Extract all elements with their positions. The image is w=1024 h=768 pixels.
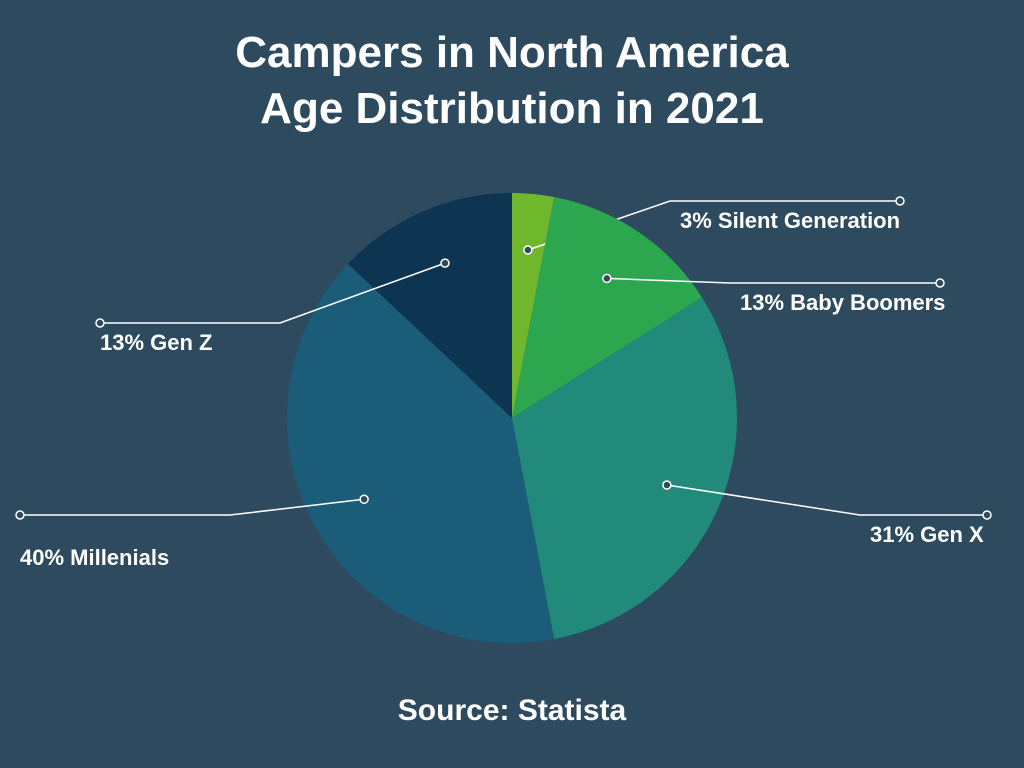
slice-label: 31% Gen X — [870, 522, 984, 548]
leader-dot — [441, 259, 449, 267]
leader-dot — [16, 511, 24, 519]
leader-dot — [936, 279, 944, 287]
slice-label: 13% Baby Boomers — [740, 290, 945, 316]
slice-label: 13% Gen Z — [100, 330, 212, 356]
slice-label: 3% Silent Generation — [680, 208, 900, 234]
leader-dot — [96, 319, 104, 327]
leader-dot — [663, 481, 671, 489]
slice-label: 40% Millenials — [20, 545, 169, 571]
leader-dot — [524, 246, 532, 254]
leader-dot — [360, 495, 368, 503]
leader-dot — [603, 274, 611, 282]
pie-chart — [0, 0, 1024, 768]
leader-dot — [983, 511, 991, 519]
chart-source: Source: Statista — [0, 694, 1024, 728]
leader-dot — [896, 197, 904, 205]
